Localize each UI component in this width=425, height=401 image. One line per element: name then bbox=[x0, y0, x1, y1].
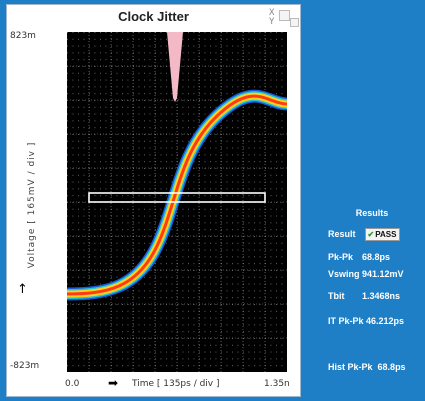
measurement-window bbox=[88, 192, 266, 203]
window-title: Clock Jitter bbox=[118, 9, 189, 24]
y-corner-label: Y bbox=[269, 17, 275, 27]
result-row: Result ✔PASS bbox=[328, 228, 401, 241]
y-min-label: -823m bbox=[10, 361, 40, 371]
window-restore-button[interactable] bbox=[279, 10, 290, 21]
tbit-value: 1.3468ns bbox=[362, 291, 401, 301]
waveform-canvas bbox=[67, 32, 287, 372]
y-axis-label: Voltage [ 165mV / div ] bbox=[27, 141, 37, 269]
results-panel: Results Result ✔PASS Pk-Pk 68.8ps Vswing 9… bbox=[322, 208, 422, 372]
itpkpk-label: IT Pk-Pk bbox=[328, 316, 364, 326]
itpkpk-row: IT Pk-Pk 46.212ps bbox=[328, 316, 404, 326]
results-title: Results bbox=[355, 208, 389, 218]
y-arrow-icon: ↑ bbox=[17, 282, 28, 297]
pass-value: PASS bbox=[375, 230, 397, 239]
result-label: Result bbox=[328, 228, 356, 239]
histpkpk-label: Hist Pk-Pk bbox=[328, 362, 373, 372]
tbit-row: Tbit 1.3468ns bbox=[328, 291, 400, 301]
clock-edge-trace bbox=[67, 89, 287, 301]
x-corner-label: X bbox=[269, 8, 275, 18]
pkpk-label: Pk-Pk bbox=[328, 252, 354, 262]
check-icon: ✔ bbox=[367, 230, 375, 239]
pkpk-row: Pk-Pk 68.8ps bbox=[328, 252, 390, 262]
clock-jitter-window: Clock Jitter X Y 823m -823m Voltage [ 16… bbox=[6, 4, 301, 397]
itpkpk-value: 46.212ps bbox=[366, 316, 405, 326]
window-close-button[interactable] bbox=[290, 18, 299, 27]
vswing-row: Vswing 941.12mV bbox=[328, 269, 404, 279]
pkpk-value: 68.8ps bbox=[362, 252, 391, 262]
tbit-label: Tbit bbox=[328, 291, 345, 301]
x-min-label: 0.0 bbox=[65, 379, 80, 389]
x-axis-label: Time [ 135ps / div ] bbox=[132, 379, 220, 389]
x-arrow-icon: ➡ bbox=[108, 376, 119, 390]
y-max-label: 823m bbox=[10, 31, 36, 41]
histpkpk-row: Hist Pk-Pk 68.8ps bbox=[328, 362, 406, 372]
x-max-label: 1.35n bbox=[264, 379, 290, 389]
eye-diagram-plot[interactable] bbox=[67, 32, 287, 372]
vswing-value: 941.12mV bbox=[362, 269, 404, 279]
vswing-label: Vswing bbox=[328, 269, 360, 279]
jitter-histogram bbox=[167, 32, 183, 102]
histpkpk-value: 68.8ps bbox=[377, 362, 406, 372]
pass-badge: ✔PASS bbox=[364, 228, 401, 241]
